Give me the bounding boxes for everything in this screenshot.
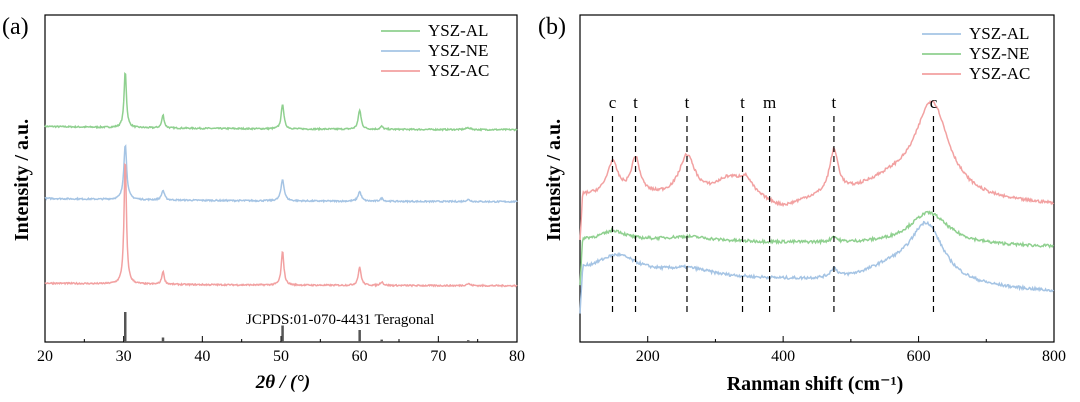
- marker-label: t: [633, 93, 638, 112]
- series-line-ysz-ne: [44, 144, 518, 204]
- panel-a-reference-peaks: [123, 312, 470, 342]
- marker-label: t: [740, 93, 745, 112]
- panel-a-series-lines: [44, 72, 518, 288]
- series-line-ysz-ne: [579, 210, 1055, 286]
- panel-b-x-axis-title: Ranman shift (cm⁻¹): [727, 373, 904, 395]
- panel-b-label: (b): [538, 14, 566, 40]
- x-tick-label: 70: [430, 348, 446, 365]
- panel-b-y-axis-title: Intensity / a.u.: [543, 119, 565, 241]
- x-tick-label: 40: [194, 348, 210, 365]
- x-tick-label: 80: [509, 348, 525, 365]
- legend-label: YSZ-AC: [428, 61, 489, 80]
- series-line-ysz-ac: [44, 162, 518, 288]
- legend-label: YSZ-AL: [969, 24, 1029, 43]
- panel-b-x-ticks: 200 400 600 800: [579, 336, 1066, 365]
- x-tick-label: 600: [907, 348, 931, 365]
- legend-label: YSZ-NE: [969, 44, 1029, 63]
- panel-a-label: (a): [2, 14, 29, 40]
- x-tick-label: 30: [116, 348, 132, 365]
- panel-a-reference-label: JCPDS:01-070-4431 Teragonal: [246, 312, 434, 328]
- marker-label: m: [763, 93, 776, 112]
- panel-a-x-axis-title: 2θ / (°): [255, 372, 310, 393]
- panel-b-series-lines: [579, 100, 1055, 314]
- marker-label: t: [685, 93, 690, 112]
- legend-label: YSZ-AL: [428, 21, 488, 40]
- series-line-ysz-ac: [579, 100, 1055, 240]
- legend-label: YSZ-NE: [428, 41, 488, 60]
- panel-a-x-ticks: 20 30 40 50 60 70 80: [37, 336, 525, 365]
- x-tick-label: 20: [37, 348, 53, 365]
- x-tick-label: 200: [636, 348, 660, 365]
- series-line-ysz-al: [44, 72, 518, 132]
- panel-b-frame: [579, 14, 1055, 343]
- x-tick-label: 400: [771, 348, 795, 365]
- x-tick-label: 60: [352, 348, 368, 365]
- marker-label: c: [930, 93, 938, 112]
- marker-label: c: [609, 93, 617, 112]
- x-tick-label: 50: [273, 348, 289, 365]
- legend-label: YSZ-AC: [969, 64, 1030, 83]
- series-line-ysz-al: [579, 220, 1055, 314]
- marker-label: t: [832, 93, 837, 112]
- panel-a: (a) 20 30 40 50 60 70 80 JCPDS:01-070-4431 Ter…: [2, 14, 525, 393]
- x-tick-label: 800: [1042, 348, 1066, 365]
- panel-a-y-axis-title: Intensity / a.u.: [11, 119, 33, 241]
